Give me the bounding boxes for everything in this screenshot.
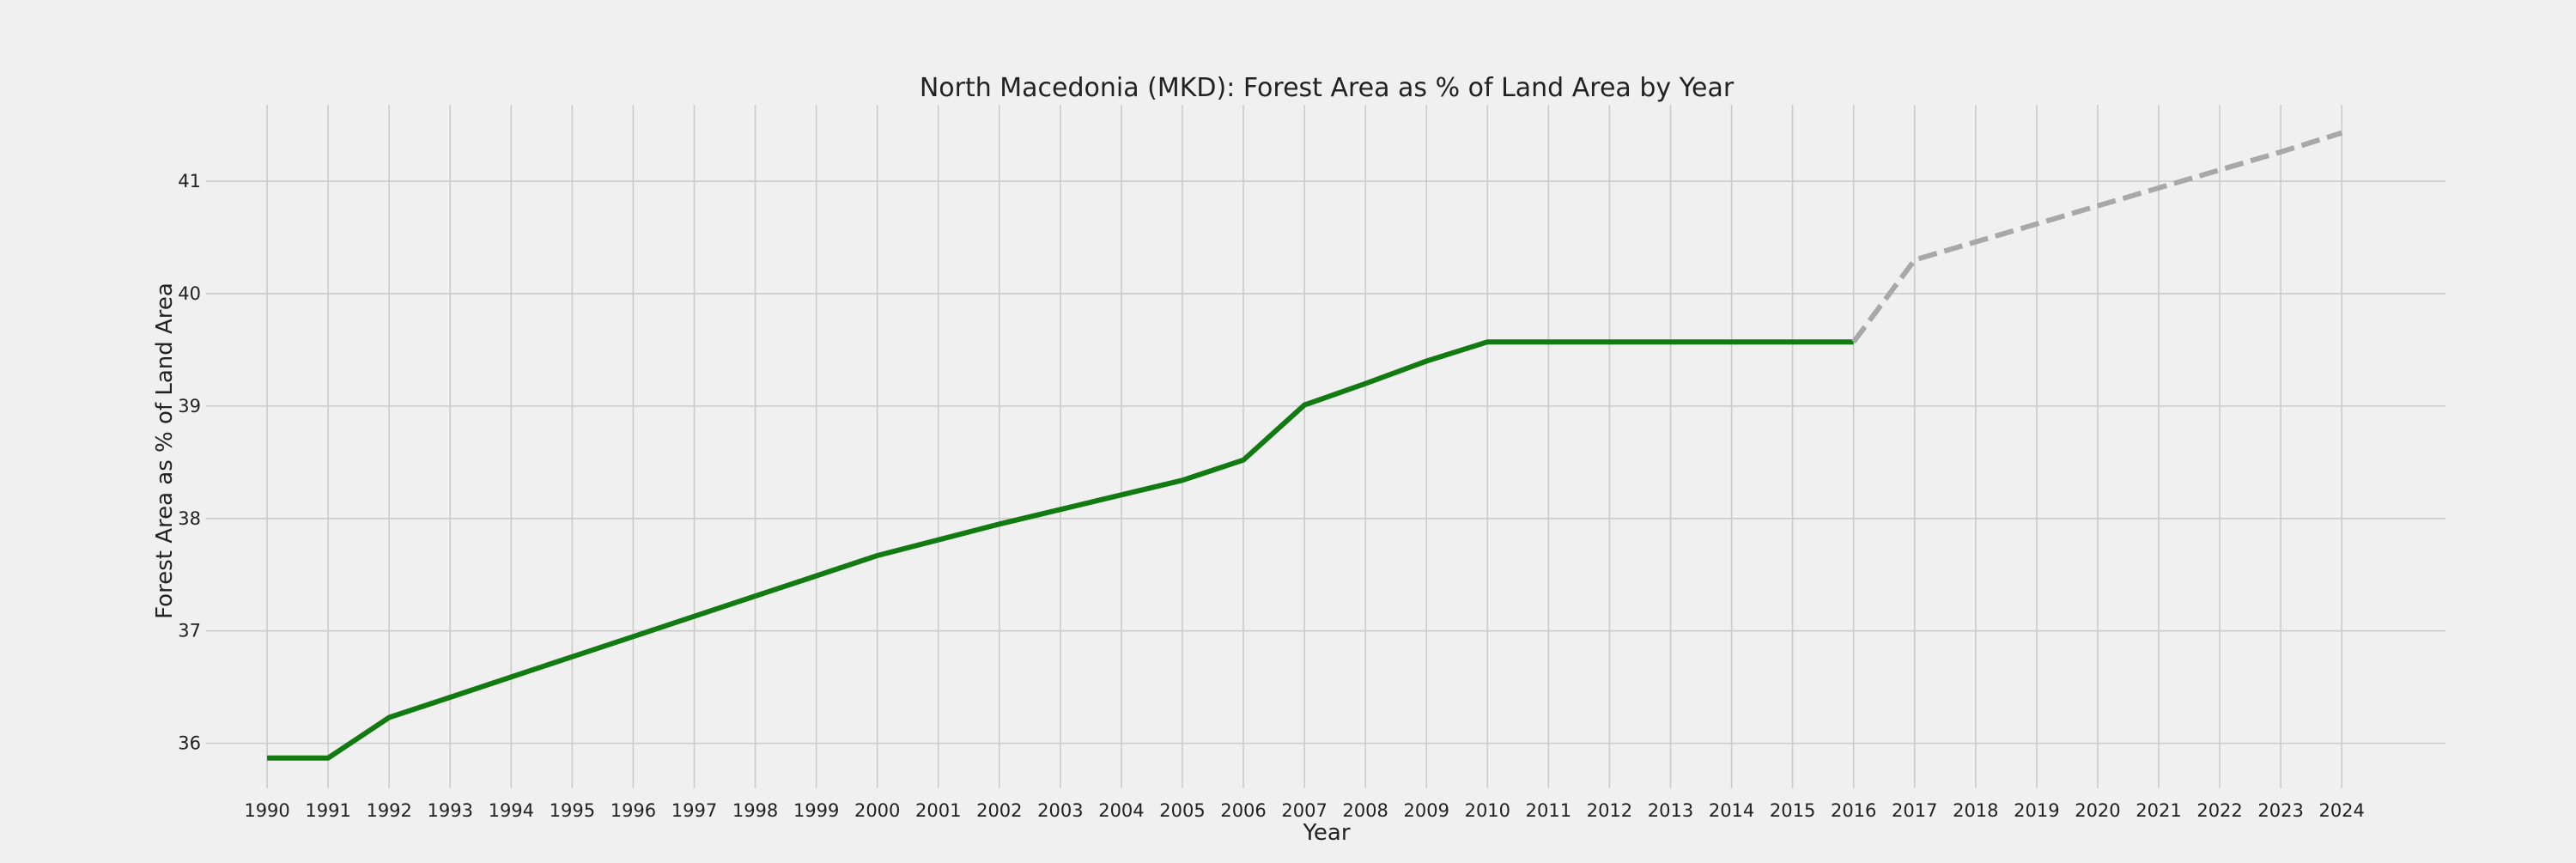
- y-tick-label: 40: [178, 283, 201, 304]
- x-tick-label: 2005: [1159, 800, 1205, 821]
- x-axis-title: Year: [1302, 820, 1350, 846]
- x-tick-label: 2016: [1831, 800, 1876, 821]
- x-tick-label: 1993: [428, 800, 473, 821]
- x-tick-label: 1997: [671, 800, 717, 821]
- x-tick-label: 2006: [1220, 800, 1266, 821]
- x-tick-label: 2019: [2014, 800, 2059, 821]
- y-tick-label: 41: [178, 171, 201, 191]
- x-tick-label: 2012: [1587, 800, 1632, 821]
- axis-ticks: 1990 1991 1992 1993 1994 1995 1996 1997 1998 1999…: [178, 171, 2365, 821]
- x-tick-label: 2010: [1465, 800, 1510, 821]
- chart-title: North Macedonia (MKD): Forest Area as % …: [920, 73, 1735, 103]
- x-tick-label: 2020: [2075, 800, 2120, 821]
- x-tick-label: 2021: [2136, 800, 2181, 821]
- x-tick-label: 2023: [2257, 800, 2303, 821]
- series-lines: [267, 130, 2343, 761]
- actual-series-line: [267, 339, 1854, 761]
- y-tick-label: 39: [178, 396, 201, 416]
- x-tick-label: 1990: [244, 800, 289, 821]
- x-tick-label: 2018: [1953, 800, 1998, 821]
- x-tick-label: 2007: [1281, 800, 1327, 821]
- x-tick-label: 1991: [305, 800, 350, 821]
- x-tick-label: 2017: [1892, 800, 1937, 821]
- x-tick-label: 2002: [976, 800, 1022, 821]
- x-tick-label: 1999: [793, 800, 839, 821]
- x-tick-label: 1995: [550, 800, 595, 821]
- x-tick-label: 1996: [611, 800, 656, 821]
- projection-series-line: [1851, 130, 2343, 343]
- x-tick-label: 2014: [1709, 800, 1754, 821]
- x-tick-label: 2004: [1098, 800, 1144, 821]
- x-tick-label: 2011: [1526, 800, 1571, 821]
- x-tick-label: 2022: [2196, 800, 2242, 821]
- x-tick-label: 1994: [489, 800, 534, 821]
- y-tick-label: 38: [178, 508, 201, 529]
- x-tick-label: 2015: [1770, 800, 1815, 821]
- x-tick-label: 2000: [854, 800, 900, 821]
- grid-lines: [206, 105, 2445, 788]
- y-tick-label: 37: [178, 621, 201, 641]
- x-tick-label: 2009: [1404, 800, 1449, 821]
- x-tick-label: 2001: [915, 800, 961, 821]
- x-tick-label: 1998: [732, 800, 778, 821]
- x-tick-label: 2003: [1037, 800, 1083, 821]
- y-tick-label: 36: [178, 733, 201, 754]
- x-tick-label: 1992: [366, 800, 411, 821]
- y-axis-title: Forest Area as % of Land Area: [152, 283, 178, 619]
- x-tick-label: 2013: [1648, 800, 1693, 821]
- x-tick-label: 2008: [1342, 800, 1388, 821]
- x-tick-label: 2024: [2318, 800, 2364, 821]
